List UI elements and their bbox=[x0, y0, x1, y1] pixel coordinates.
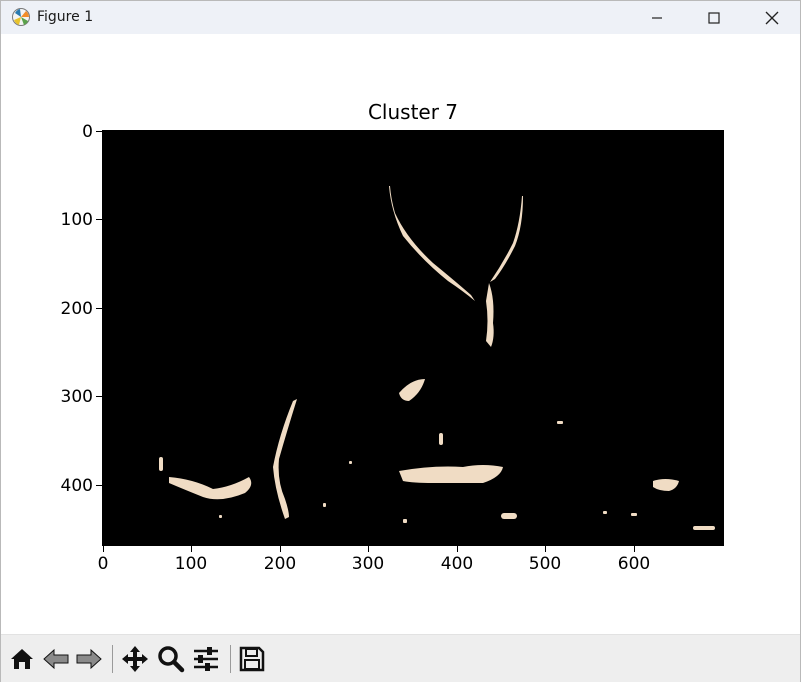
y-tick-400 bbox=[96, 485, 103, 486]
forward-button[interactable] bbox=[74, 644, 104, 674]
pan-button[interactable] bbox=[120, 644, 150, 674]
matplotlib-app-icon bbox=[12, 8, 30, 26]
close-icon bbox=[765, 11, 779, 24]
save-button[interactable] bbox=[237, 644, 267, 674]
home-icon bbox=[11, 649, 33, 669]
y-tick-100 bbox=[96, 219, 103, 220]
cluster-image[interactable] bbox=[102, 130, 724, 546]
y-tick-label-400: 400 bbox=[60, 476, 93, 496]
speck bbox=[631, 513, 637, 516]
x-tick-500 bbox=[545, 545, 546, 552]
x-tick-0 bbox=[103, 545, 104, 552]
title-bar[interactable]: Figure 1 bbox=[1, 1, 800, 34]
toolbar-separator bbox=[112, 645, 113, 673]
speck bbox=[219, 515, 222, 518]
x-tick-label-0: 0 bbox=[97, 554, 109, 574]
speck bbox=[323, 503, 326, 507]
x-tick-400 bbox=[457, 545, 458, 552]
plot-title: Cluster 7 bbox=[367, 100, 459, 124]
x-tick-label-600: 600 bbox=[617, 554, 651, 574]
x-tick-label-200: 200 bbox=[263, 554, 297, 574]
pan-icon bbox=[122, 646, 148, 672]
lower-body-highlight-left bbox=[169, 477, 252, 500]
y-tick-label-300: 300 bbox=[60, 387, 93, 407]
minimize-button[interactable] bbox=[628, 1, 686, 34]
right-horn-highlight bbox=[490, 196, 523, 282]
x-tick-300 bbox=[368, 545, 369, 552]
y-tick-300 bbox=[96, 396, 103, 397]
y-tick-label-100: 100 bbox=[60, 210, 93, 230]
y-tick-200 bbox=[96, 308, 103, 309]
back-button[interactable] bbox=[41, 644, 71, 674]
cluster-mask-image bbox=[159, 186, 715, 530]
configure-subplots-icon bbox=[194, 647, 218, 671]
save-icon bbox=[239, 646, 265, 672]
toolbar-separator bbox=[230, 645, 231, 673]
speck bbox=[349, 461, 352, 464]
zoom-icon bbox=[158, 646, 185, 673]
x-tick-label-400: 400 bbox=[440, 554, 474, 574]
minimize-icon bbox=[652, 16, 662, 19]
hind-leg-highlight bbox=[273, 399, 297, 519]
speck bbox=[557, 421, 563, 424]
maximize-icon bbox=[708, 11, 720, 24]
y-tick-0 bbox=[96, 131, 103, 132]
x-tick-200 bbox=[280, 545, 281, 552]
back-icon bbox=[43, 648, 69, 670]
maximize-button[interactable] bbox=[685, 1, 743, 34]
speck bbox=[501, 513, 517, 519]
x-tick-600 bbox=[634, 545, 635, 552]
lower-body-highlight-center bbox=[399, 465, 503, 483]
x-tick-label-100: 100 bbox=[174, 554, 208, 574]
x-tick-label-300: 300 bbox=[351, 554, 385, 574]
forward-icon bbox=[76, 648, 102, 670]
navigation-toolbar bbox=[1, 634, 800, 682]
speck bbox=[439, 433, 443, 445]
face-highlight bbox=[486, 283, 494, 347]
close-button[interactable] bbox=[743, 1, 801, 34]
y-tick-label-200: 200 bbox=[60, 299, 93, 319]
zoom-button[interactable] bbox=[156, 644, 186, 674]
configure-subplots-button[interactable] bbox=[191, 644, 221, 674]
left-horn-highlight bbox=[389, 186, 475, 301]
speck bbox=[159, 457, 163, 471]
speck bbox=[603, 511, 607, 514]
speck bbox=[693, 526, 715, 530]
chest-highlight bbox=[399, 379, 425, 401]
x-tick-label-500: 500 bbox=[528, 554, 562, 574]
window-title: Figure 1 bbox=[37, 9, 94, 25]
x-tick-100 bbox=[191, 545, 192, 552]
speck bbox=[403, 519, 407, 523]
home-button[interactable] bbox=[7, 644, 37, 674]
right-spot-highlight bbox=[653, 479, 679, 491]
y-tick-label-0: 0 bbox=[82, 122, 93, 142]
